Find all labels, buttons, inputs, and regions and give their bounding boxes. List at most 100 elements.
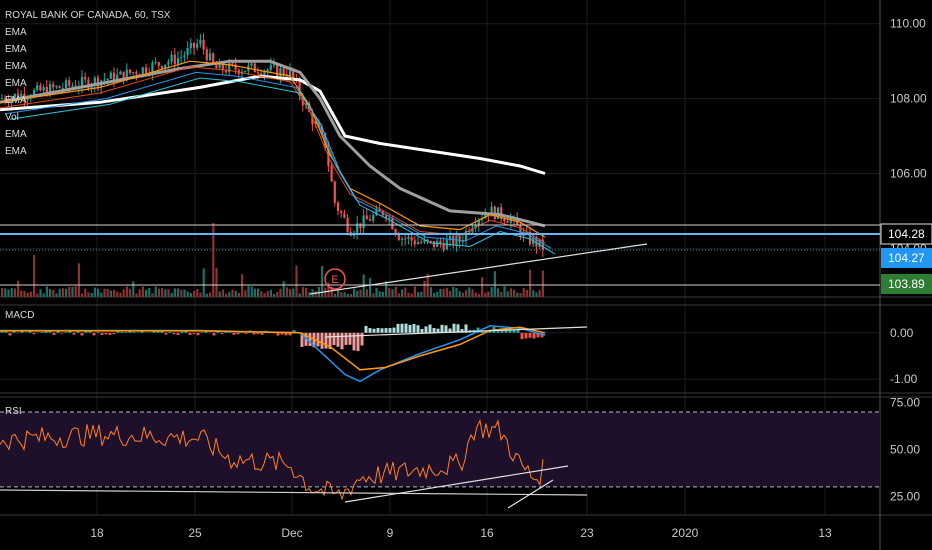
volume-bar bbox=[452, 286, 455, 297]
candle-body bbox=[0, 98, 4, 100]
volume-bar bbox=[90, 293, 93, 297]
candle-body bbox=[71, 85, 74, 87]
y-tick-label: 108.00 bbox=[890, 92, 927, 106]
volume-bar bbox=[413, 286, 416, 297]
macd-histogram-bar bbox=[496, 330, 500, 333]
macd-histogram-bar bbox=[68, 331, 72, 333]
macd-histogram-bar bbox=[324, 332, 328, 349]
macd-histogram-bar bbox=[40, 332, 44, 333]
macd-histogram-bar bbox=[292, 330, 296, 333]
volume-bar bbox=[84, 288, 87, 297]
macd-histogram-bar bbox=[232, 332, 236, 335]
macd-histogram-bar bbox=[172, 332, 176, 335]
candle-body bbox=[205, 49, 208, 61]
volume-bar bbox=[241, 274, 244, 297]
rsi-label[interactable]: RSI bbox=[5, 406, 22, 417]
volume-bar bbox=[106, 289, 109, 297]
legend-item[interactable]: EMA bbox=[5, 27, 27, 38]
symbol-title[interactable]: ROYAL BANK OF CANADA, 60, TSX bbox=[5, 10, 171, 21]
legend-item[interactable]: Vol bbox=[5, 112, 19, 123]
volume-bar bbox=[244, 290, 247, 297]
volume-bar bbox=[500, 292, 503, 297]
volume-bar bbox=[177, 288, 180, 297]
candle-body bbox=[125, 69, 128, 81]
candle-body bbox=[423, 239, 426, 243]
candle-body bbox=[183, 55, 186, 58]
volume-bar bbox=[298, 293, 301, 297]
legend-item[interactable]: EMA bbox=[5, 78, 27, 89]
legend-item[interactable]: EMA bbox=[5, 129, 27, 140]
macd-histogram-bar bbox=[188, 332, 192, 335]
volume-bar bbox=[276, 292, 279, 297]
macd-histogram-bar bbox=[376, 327, 380, 333]
candle-body bbox=[119, 71, 122, 75]
y-tick-label: 110.00 bbox=[890, 17, 926, 31]
earnings-marker[interactable]: E bbox=[324, 268, 346, 290]
macd-histogram-bar bbox=[20, 331, 24, 333]
volume-bar bbox=[55, 293, 58, 297]
candle-body bbox=[116, 74, 119, 82]
volume-bar bbox=[532, 290, 535, 297]
volume-bar bbox=[145, 289, 148, 297]
volume-bar bbox=[522, 287, 525, 297]
candle-body bbox=[189, 42, 192, 48]
macd-histogram-bar bbox=[60, 332, 64, 334]
volume-bar bbox=[20, 290, 23, 297]
volume-bar bbox=[503, 286, 506, 297]
volume-bar bbox=[420, 291, 423, 297]
volume-bar bbox=[337, 288, 340, 297]
macd-histogram-bar bbox=[444, 325, 448, 333]
volume-bar bbox=[327, 282, 330, 297]
legend-item[interactable]: EMA bbox=[5, 61, 27, 72]
macd-histogram-bar bbox=[28, 330, 32, 333]
volume-bar bbox=[333, 293, 336, 297]
volume-bar bbox=[189, 293, 192, 297]
legend-item[interactable]: EMA bbox=[5, 44, 27, 55]
candle-body bbox=[103, 79, 106, 81]
volume-bar bbox=[209, 292, 212, 297]
macd-histogram-bar bbox=[356, 332, 360, 352]
volume-bar bbox=[516, 292, 519, 297]
macd-histogram-bar bbox=[120, 331, 124, 333]
candle-body bbox=[413, 240, 416, 244]
volume-bar bbox=[141, 286, 144, 297]
candle-body bbox=[231, 63, 234, 65]
volume-bar bbox=[180, 289, 183, 297]
volume-bar bbox=[497, 288, 500, 297]
volume-bar bbox=[465, 290, 468, 297]
volume-bar bbox=[228, 292, 231, 297]
candle-body bbox=[84, 77, 87, 80]
volume-bar bbox=[308, 292, 311, 297]
volume-bar bbox=[4, 288, 7, 297]
legend-item[interactable]: EMA bbox=[5, 95, 27, 106]
price-badge-label: 104.27 bbox=[888, 251, 925, 265]
macd-histogram-bar bbox=[80, 332, 84, 336]
volume-bar bbox=[349, 293, 352, 297]
candle-body bbox=[362, 215, 365, 229]
macd-histogram-bar bbox=[316, 332, 320, 347]
candle-body bbox=[391, 217, 394, 230]
trendline bbox=[309, 243, 648, 295]
volume-bar bbox=[193, 290, 196, 297]
candle-body bbox=[304, 103, 308, 106]
rsi-line bbox=[0, 419, 544, 501]
candle-body bbox=[442, 243, 445, 250]
volume-bar bbox=[17, 280, 20, 297]
candle-body bbox=[192, 42, 196, 48]
macd-histogram-bar bbox=[52, 332, 56, 336]
macd-histogram-bar bbox=[364, 325, 368, 333]
candle-body bbox=[96, 77, 100, 87]
legend-item[interactable]: EMA bbox=[5, 146, 27, 157]
candle-body bbox=[282, 68, 285, 75]
volume-bar bbox=[481, 277, 484, 297]
macd-histogram-bar bbox=[332, 332, 336, 346]
volume-bar bbox=[365, 289, 368, 297]
macd-histogram-bar bbox=[164, 332, 168, 335]
macd-label[interactable]: MACD bbox=[5, 310, 35, 321]
volume-bar bbox=[173, 288, 176, 297]
candle-body bbox=[340, 211, 343, 214]
candle-body bbox=[452, 235, 455, 246]
candle-body bbox=[298, 80, 301, 97]
macd-histogram-bar bbox=[428, 324, 432, 333]
